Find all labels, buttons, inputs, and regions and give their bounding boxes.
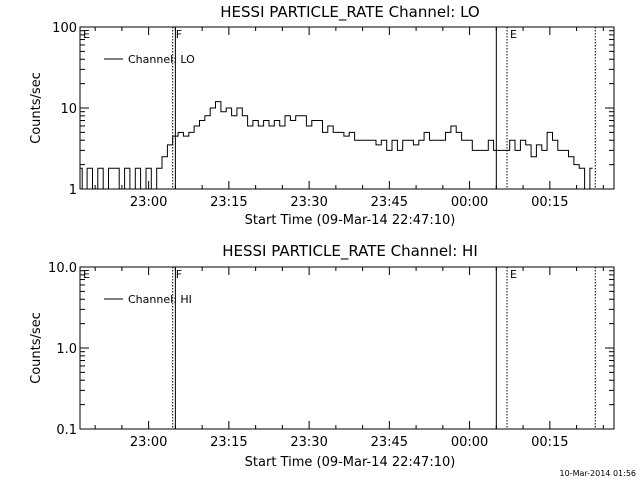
y-tick-label: 10.0	[48, 261, 77, 276]
y-tick-label: 10	[60, 102, 77, 117]
chart-title: HESSI PARTICLE_RATE Channel: HI	[222, 242, 478, 261]
chart-title: HESSI PARTICLE_RATE Channel: LO	[220, 3, 479, 22]
x-axis-label: Start Time (09-Mar-14 22:47:10)	[245, 213, 456, 228]
footer-timestamp: 10-Mar-2014 01:56	[560, 469, 637, 478]
x-tick-label: 23:00	[130, 195, 167, 210]
y-axis-label: Counts/sec	[29, 312, 44, 384]
panel-lo: HESSI PARTICLE_RATE Channel: LO Counts/s…	[29, 3, 615, 228]
event-marker-label: F	[176, 268, 182, 281]
y-tick-label: 1.0	[56, 342, 77, 357]
x-tick-label: 23:30	[290, 435, 327, 450]
legend-label: Channel: LO	[128, 53, 195, 66]
plot-frame	[79, 26, 615, 190]
event-marker-label: E	[83, 268, 90, 281]
y-tick-label: 100	[52, 21, 77, 36]
x-tick-label: 23:45	[371, 435, 408, 450]
x-tick-label: 00:15	[531, 195, 568, 210]
plot-area: 23:00 23:15 23:30 23:45 00:00 00:15 1 10 100 E F E C…	[52, 21, 615, 210]
y-axis-label: Counts/sec	[29, 72, 44, 144]
x-tick-label: 23:15	[210, 435, 247, 450]
event-marker-label: E	[510, 28, 517, 41]
series-line	[80, 101, 593, 190]
event-marker-label: E	[510, 268, 517, 281]
x-tick-label: 00:15	[531, 435, 568, 450]
x-tick-label: 23:00	[130, 435, 167, 450]
y-tick-label: 0.1	[56, 423, 77, 438]
event-marker-label: E	[83, 28, 90, 41]
event-marker-label: F	[176, 28, 182, 41]
x-tick-label: 00:00	[451, 195, 488, 210]
x-tick-label: 00:00	[451, 435, 488, 450]
y-tick-label: 1	[69, 183, 77, 198]
x-axis-label: Start Time (09-Mar-14 22:47:10)	[245, 455, 456, 470]
panel-hi: HESSI PARTICLE_RATE Channel: HI Counts/s…	[29, 242, 615, 470]
legend-label: Channel: HI	[128, 293, 192, 306]
x-tick-label: 23:30	[290, 195, 327, 210]
x-tick-label: 23:15	[210, 195, 247, 210]
plot-frame	[79, 266, 615, 430]
plot-area: 23:00 23:15 23:30 23:45 00:00 00:15 0.1 1.0 10.0…	[48, 261, 615, 450]
x-tick-label: 23:45	[371, 195, 408, 210]
